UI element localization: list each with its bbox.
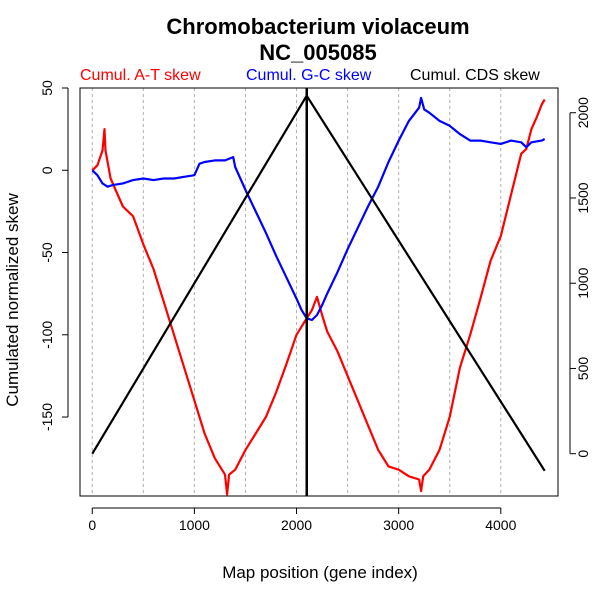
y-tick-label-0: 0 xyxy=(39,166,55,174)
x-tick-label-1000: 1000 xyxy=(179,517,210,533)
y2-tick-label-1000: 1000 xyxy=(575,267,591,298)
y-axis-label: Cumulated normalized skew xyxy=(3,193,22,407)
legend-cds-skew: Cumul. CDS skew xyxy=(410,67,540,84)
y2-tick-label-2000: 2000 xyxy=(575,97,591,128)
series-line-cumul-cds-skew xyxy=(91,94,546,472)
x-tick-label-2000: 2000 xyxy=(281,517,312,533)
series-group xyxy=(91,88,546,496)
series-line-cumul-a-t-skew xyxy=(91,98,546,496)
legend-at-skew: Cumul. A-T skew xyxy=(80,67,201,84)
series-line-cumul-g-c-skew xyxy=(91,96,546,322)
y-tick-label--100: -100 xyxy=(39,321,55,349)
chart-subtitle: NC_005085 xyxy=(259,40,376,65)
x-tick-label-0: 0 xyxy=(88,517,96,533)
x-axis-label: Map position (gene index) xyxy=(222,563,418,582)
chart-title: Chromobacterium violaceum xyxy=(166,14,469,39)
y-tick-label--50: -50 xyxy=(39,242,55,262)
y2-tick-label-500: 500 xyxy=(575,357,591,381)
grid-lines xyxy=(91,88,502,496)
legend-gc-skew: Cumul. G-C skew xyxy=(246,67,372,84)
axes-group: 0 1000 2000 3000 4000500-50-100-150050010001… xyxy=(39,80,591,533)
y-tick-label-50: 50 xyxy=(39,80,55,96)
x-tick-label-4000: 4000 xyxy=(485,517,516,533)
y2-tick-label-1500: 1500 xyxy=(575,182,591,213)
x-tick-label-3000: 3000 xyxy=(383,517,414,533)
y2-tick-label-0: 0 xyxy=(575,450,591,458)
y-tick-label--150: -150 xyxy=(39,403,55,431)
plot-border xyxy=(79,87,559,497)
